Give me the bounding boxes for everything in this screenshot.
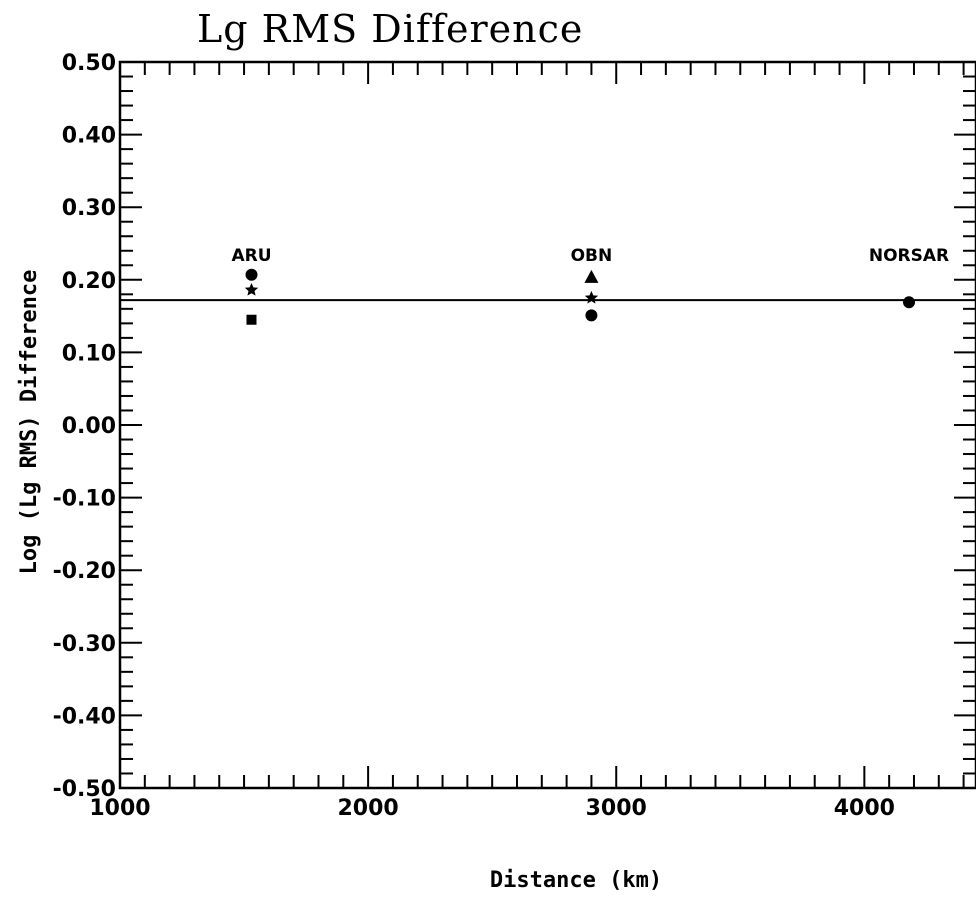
y-tick-label: -0.10 bbox=[53, 487, 116, 512]
y-tick-label: 0.20 bbox=[62, 269, 116, 294]
x-axis-label: Distance (km) bbox=[490, 868, 662, 893]
data-point-star bbox=[584, 290, 599, 304]
x-tick-label: 2000 bbox=[337, 796, 398, 821]
y-axis-label: Log (Lg RMS) Difference bbox=[17, 270, 42, 575]
data-point-triangle bbox=[584, 269, 599, 283]
y-tick-label: -0.50 bbox=[53, 777, 116, 802]
y-tick-label: 0.40 bbox=[62, 124, 116, 149]
tick-layer bbox=[119, 61, 976, 789]
data-point-circle bbox=[245, 268, 258, 281]
y-tick-label: 0.10 bbox=[62, 341, 116, 366]
station-label: NORSAR bbox=[869, 246, 949, 266]
y-tick-label: -0.30 bbox=[53, 632, 116, 657]
y-tick-label: 0.30 bbox=[62, 196, 116, 221]
station-label: ARU bbox=[231, 246, 271, 266]
data-point-circle bbox=[585, 309, 598, 322]
station-label-layer: ARU OBN NORSAR bbox=[231, 246, 949, 266]
x-tick-label: 3000 bbox=[586, 796, 647, 821]
data-point-layer bbox=[244, 268, 916, 325]
data-point-star bbox=[244, 283, 259, 296]
y-tick-label: 0.50 bbox=[62, 51, 116, 76]
tick-label-layer: 1000 2000 3000 4000 -0.50 -0.40 -0.30 -0.20 -0.1… bbox=[53, 51, 895, 821]
y-tick-label: -0.40 bbox=[53, 704, 116, 729]
x-tick-label: 1000 bbox=[89, 796, 150, 821]
y-tick-label: -0.20 bbox=[53, 559, 116, 584]
x-tick-label: 4000 bbox=[834, 796, 895, 821]
station-label: OBN bbox=[571, 246, 613, 266]
y-tick-label: 0.00 bbox=[62, 414, 116, 439]
chart-title: Lg RMS Difference bbox=[197, 7, 583, 51]
data-point-circle bbox=[903, 296, 916, 309]
plot-frame bbox=[118, 60, 976, 790]
data-point-square bbox=[246, 314, 257, 325]
